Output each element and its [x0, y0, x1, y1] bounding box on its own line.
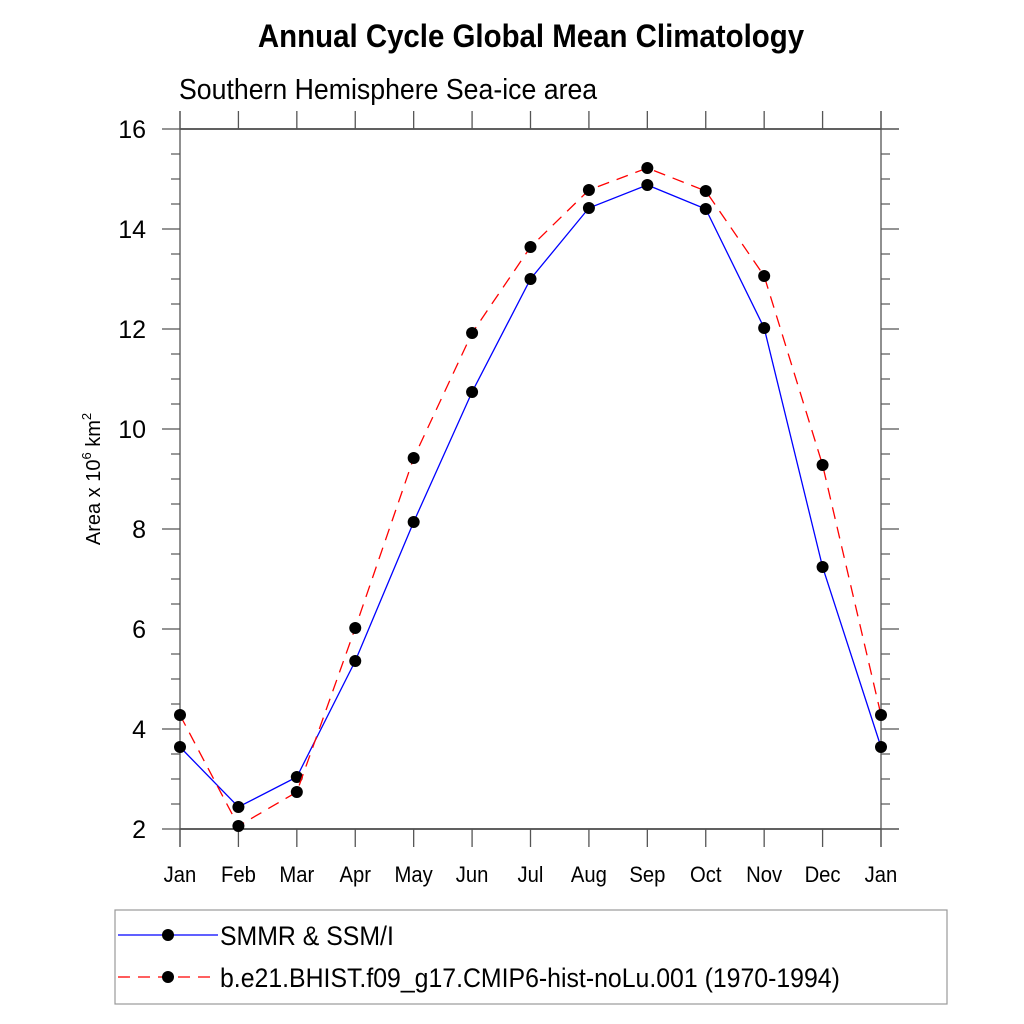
data-point [290, 786, 303, 798]
data-point [349, 622, 362, 634]
legend-label-1: b.e21.BHIST.f09_g17.CMIP6-hist-noLu.001 … [220, 964, 840, 993]
y-tick-label: 6 [132, 616, 146, 644]
legend-marker-0 [162, 929, 174, 941]
y-axis-label-base: Area x 10 [83, 460, 105, 546]
x-tick-label: Jan [865, 863, 898, 887]
data-point [524, 273, 537, 285]
x-tick-label: Sep [629, 863, 665, 887]
x-tick-label: Jan [164, 863, 197, 887]
data-point [875, 741, 887, 753]
data-point [758, 270, 771, 282]
x-tick-label: Mar [279, 863, 314, 887]
data-point [816, 459, 829, 471]
data-point [407, 516, 420, 528]
data-point [290, 771, 303, 783]
data-point [349, 655, 362, 667]
series-line-1 [179, 167, 882, 827]
data-point [524, 241, 537, 253]
y-axis-label-unit: km [83, 420, 105, 452]
data-point [582, 184, 595, 196]
data-point [699, 185, 712, 197]
x-tick-label: Aug [571, 863, 607, 887]
svg-text:Area x 106 km2: Area x 106 km2 [79, 413, 105, 545]
series-layer [174, 162, 887, 832]
data-point [174, 741, 186, 753]
data-point [758, 322, 771, 334]
data-point [466, 386, 479, 398]
data-point [232, 801, 245, 813]
y-axis-label: Area x 106 km2 [79, 413, 105, 545]
legend-box [114, 909, 948, 1005]
y-tick-label: 14 [118, 216, 146, 244]
y-tick-label: 12 [118, 316, 146, 344]
x-tick-label: Jun [456, 863, 489, 887]
data-point [466, 327, 479, 339]
data-point [407, 452, 420, 464]
legend-label-0: SMMR & SSM/I [220, 922, 394, 951]
x-tick-label: Oct [690, 863, 722, 887]
y-tick-label: 10 [118, 416, 146, 444]
x-tick-label: May [395, 863, 434, 887]
x-tick-labels: Jan Feb Mar Apr May Jun Jul Aug Sep Oct Nov Dec Jan [164, 863, 898, 887]
x-tick-label: Feb [221, 863, 256, 887]
legend: SMMR & SSM/I b.e21.BHIST.f09_g17.CMIP6-h… [114, 909, 948, 1005]
data-point [641, 162, 654, 174]
y-tick-label: 8 [132, 516, 146, 544]
series-0 [174, 179, 887, 813]
data-point [232, 820, 245, 832]
data-point [174, 709, 186, 721]
data-point [875, 709, 887, 721]
y-tick-label: 16 [118, 116, 146, 144]
chart-title: Annual Cycle Global Mean Climatology [258, 18, 804, 54]
x-tick-label: Dec [805, 863, 841, 887]
x-tick-label: Jul [518, 863, 544, 887]
x-tick-label: Nov [746, 863, 782, 887]
x-tick-label: Apr [340, 863, 371, 887]
legend-marker-1 [162, 971, 174, 983]
data-point [699, 203, 712, 215]
legend-entry-0: SMMR & SSM/I [118, 922, 394, 951]
y-tick-label: 4 [132, 716, 146, 744]
plot-axes [162, 111, 899, 847]
y-axis-label-base-exp: 6 [79, 452, 94, 459]
legend-entry-1: b.e21.BHIST.f09_g17.CMIP6-hist-noLu.001 … [118, 964, 840, 993]
data-point [816, 561, 829, 573]
series-1 [174, 162, 887, 832]
y-tick-label: 2 [132, 816, 146, 844]
data-point [641, 179, 654, 191]
y-axis-label-unit-exp: 2 [79, 413, 94, 420]
chart-subtitle: Southern Hemisphere Sea-ice area [179, 73, 598, 105]
data-point [582, 202, 595, 214]
y-tick-labels: 2 4 6 8 10 12 14 16 [118, 116, 146, 844]
